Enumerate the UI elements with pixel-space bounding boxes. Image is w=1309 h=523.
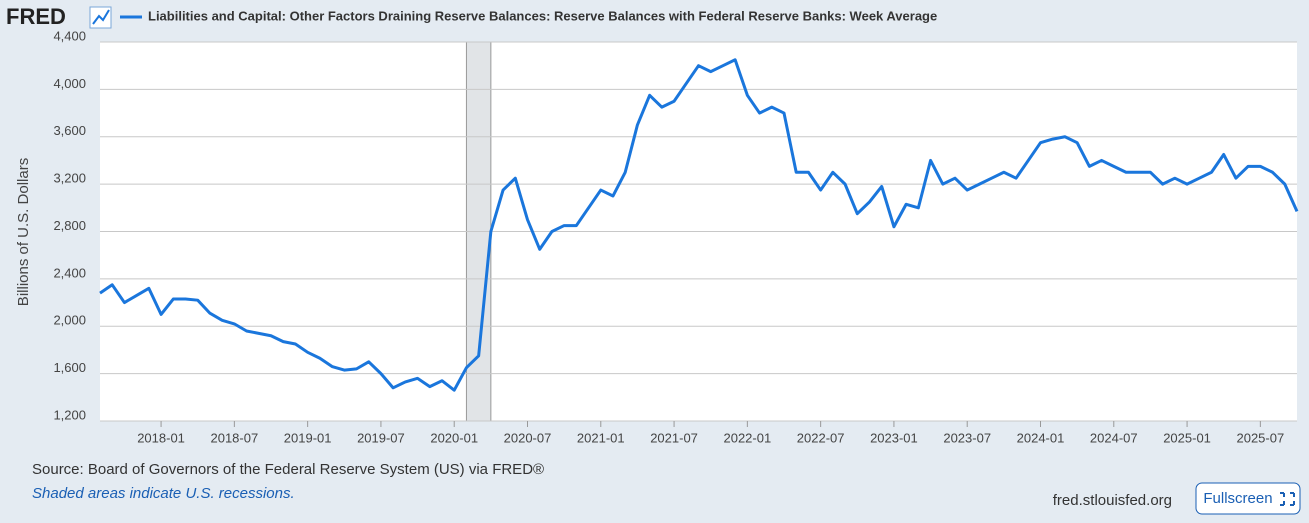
x-tick-label: 2022-07 (797, 430, 845, 445)
button-icon[interactable] (1280, 492, 1295, 506)
x-tick-label: 2018-01 (137, 430, 185, 445)
x-tick-label: 2018-07 (210, 430, 258, 445)
y-tick-label: 1,600 (53, 360, 86, 375)
recession-note: Shaded areas indicate U.S. recessions. (32, 485, 295, 502)
y-tick-label: 3,600 (53, 123, 86, 138)
y-tick-label: 4,400 (53, 28, 86, 43)
y-tick-label: 3,200 (53, 171, 86, 186)
x-tick-label: 2024-07 (1090, 430, 1138, 445)
x-tick-label: 2021-07 (650, 430, 698, 445)
y-tick-label: 2,000 (53, 313, 86, 328)
x-tick-label: 2024-01 (1017, 430, 1065, 445)
fullscreen-button[interactable]: Fullscreen (1195, 482, 1301, 515)
x-tick-label: 2019-01 (284, 430, 332, 445)
source: Source: Board of Governors of the Federa… (32, 461, 544, 478)
site-link[interactable]: fred.stlouisfed.org (1053, 492, 1172, 509)
logo-icon (89, 6, 112, 29)
x-tick-label: 2023-01 (870, 430, 918, 445)
x-tick-label: 2025-07 (1236, 430, 1284, 445)
button-label[interactable]: Fullscreen (1203, 490, 1272, 507)
y-axis-label: Billions of U.S. Dollars (15, 158, 32, 306)
brand-logo: FRED (6, 4, 66, 29)
y-tick-label: 2,400 (53, 265, 86, 280)
x-tick-label: 2025-01 (1163, 430, 1211, 445)
x-tick-label: 2022-01 (723, 430, 771, 445)
x-tick-label: 2020-07 (504, 430, 552, 445)
x-tick-label: 2020-01 (430, 430, 478, 445)
x-tick-label: 2021-01 (577, 430, 625, 445)
chart-title: Liabilities and Capital: Other Factors D… (148, 8, 937, 23)
y-tick-label: 1,200 (53, 407, 86, 422)
y-tick-label: 2,800 (53, 218, 86, 233)
x-tick-label: 2023-07 (943, 430, 991, 445)
x-tick-label: 2019-07 (357, 430, 405, 445)
data-line (99, 58, 1299, 392)
button-frame[interactable] (1195, 482, 1301, 515)
y-tick-label: 4,000 (53, 76, 86, 91)
